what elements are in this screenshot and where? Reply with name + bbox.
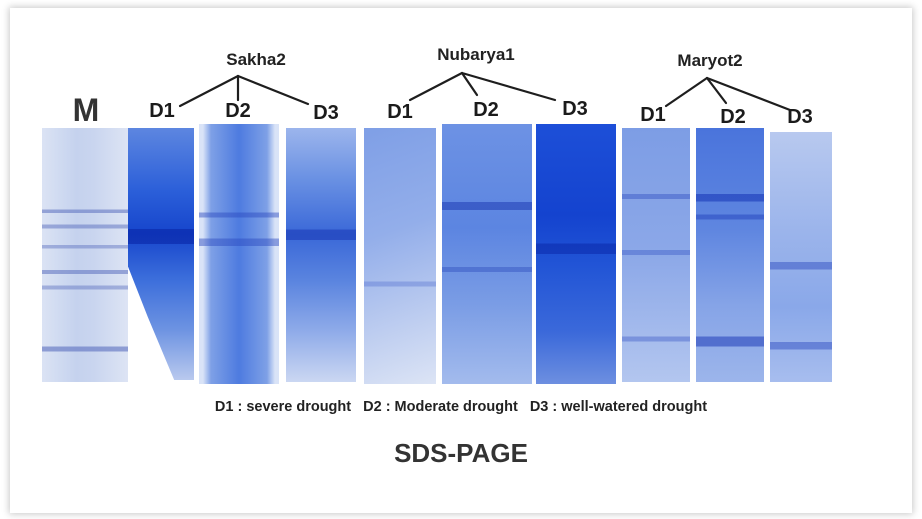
strain-label-nubarya1: Nubarya1 xyxy=(437,45,515,64)
drought-legend: D1 : severe drought D2 : Moderate drough… xyxy=(0,399,922,415)
bracket-sakha2-d1 xyxy=(178,74,240,108)
bracket-nubarya1-d3 xyxy=(460,71,557,102)
bracket-maryot2-d3 xyxy=(705,76,792,112)
lane-label-nubarya1-d2: D2 xyxy=(473,99,499,121)
gel-lane-nubarya1-d3 xyxy=(536,124,616,384)
figure-title: SDS-PAGE xyxy=(394,438,528,468)
bracket-sakha2-d3 xyxy=(236,74,310,106)
legend-d1: D1 : severe drought xyxy=(214,399,352,415)
bracket-nubarya1-d2 xyxy=(460,71,479,97)
gel-lane-nubarya1-d2 xyxy=(442,124,532,384)
gel-lane-maryot2-d2 xyxy=(696,128,764,382)
legend-d3: D3 : well-watered drought xyxy=(529,399,708,415)
bracket-maryot2-d2 xyxy=(705,76,728,105)
bracket-nubarya1-d1 xyxy=(408,71,464,102)
gel-lane-nubarya1-d1 xyxy=(364,128,436,384)
marker-label: M xyxy=(72,92,100,128)
lane-label-sakha2-d3: D3 xyxy=(313,102,339,124)
strain-label-sakha2: Sakha2 xyxy=(226,50,286,69)
lane-label-maryot2-d2: D2 xyxy=(720,106,746,128)
lane-label-sakha2-d1: D1 xyxy=(149,100,175,122)
gel-lane-maryot2-d3 xyxy=(770,132,832,382)
lane-label-maryot2-d1: D1 xyxy=(640,104,666,126)
gel-lane-marker xyxy=(42,128,128,382)
legend-d2: D2 : Moderate drought xyxy=(363,399,518,415)
gel-lane-sakha2-d3 xyxy=(286,128,356,382)
group-brackets xyxy=(178,71,792,112)
gel-lane-maryot2-d1 xyxy=(622,128,690,382)
lane-label-nubarya1-d3: D3 xyxy=(562,98,588,120)
strain-label-maryot2: Maryot2 xyxy=(677,51,743,70)
gel-lane-sakha2-d2 xyxy=(199,124,279,384)
lane-label-sakha2-d2: D2 xyxy=(225,100,251,122)
bracket-maryot2-d1 xyxy=(664,76,709,108)
lane-label-maryot2-d3: D3 xyxy=(787,106,813,128)
lane-label-nubarya1-d1: D1 xyxy=(387,101,413,123)
